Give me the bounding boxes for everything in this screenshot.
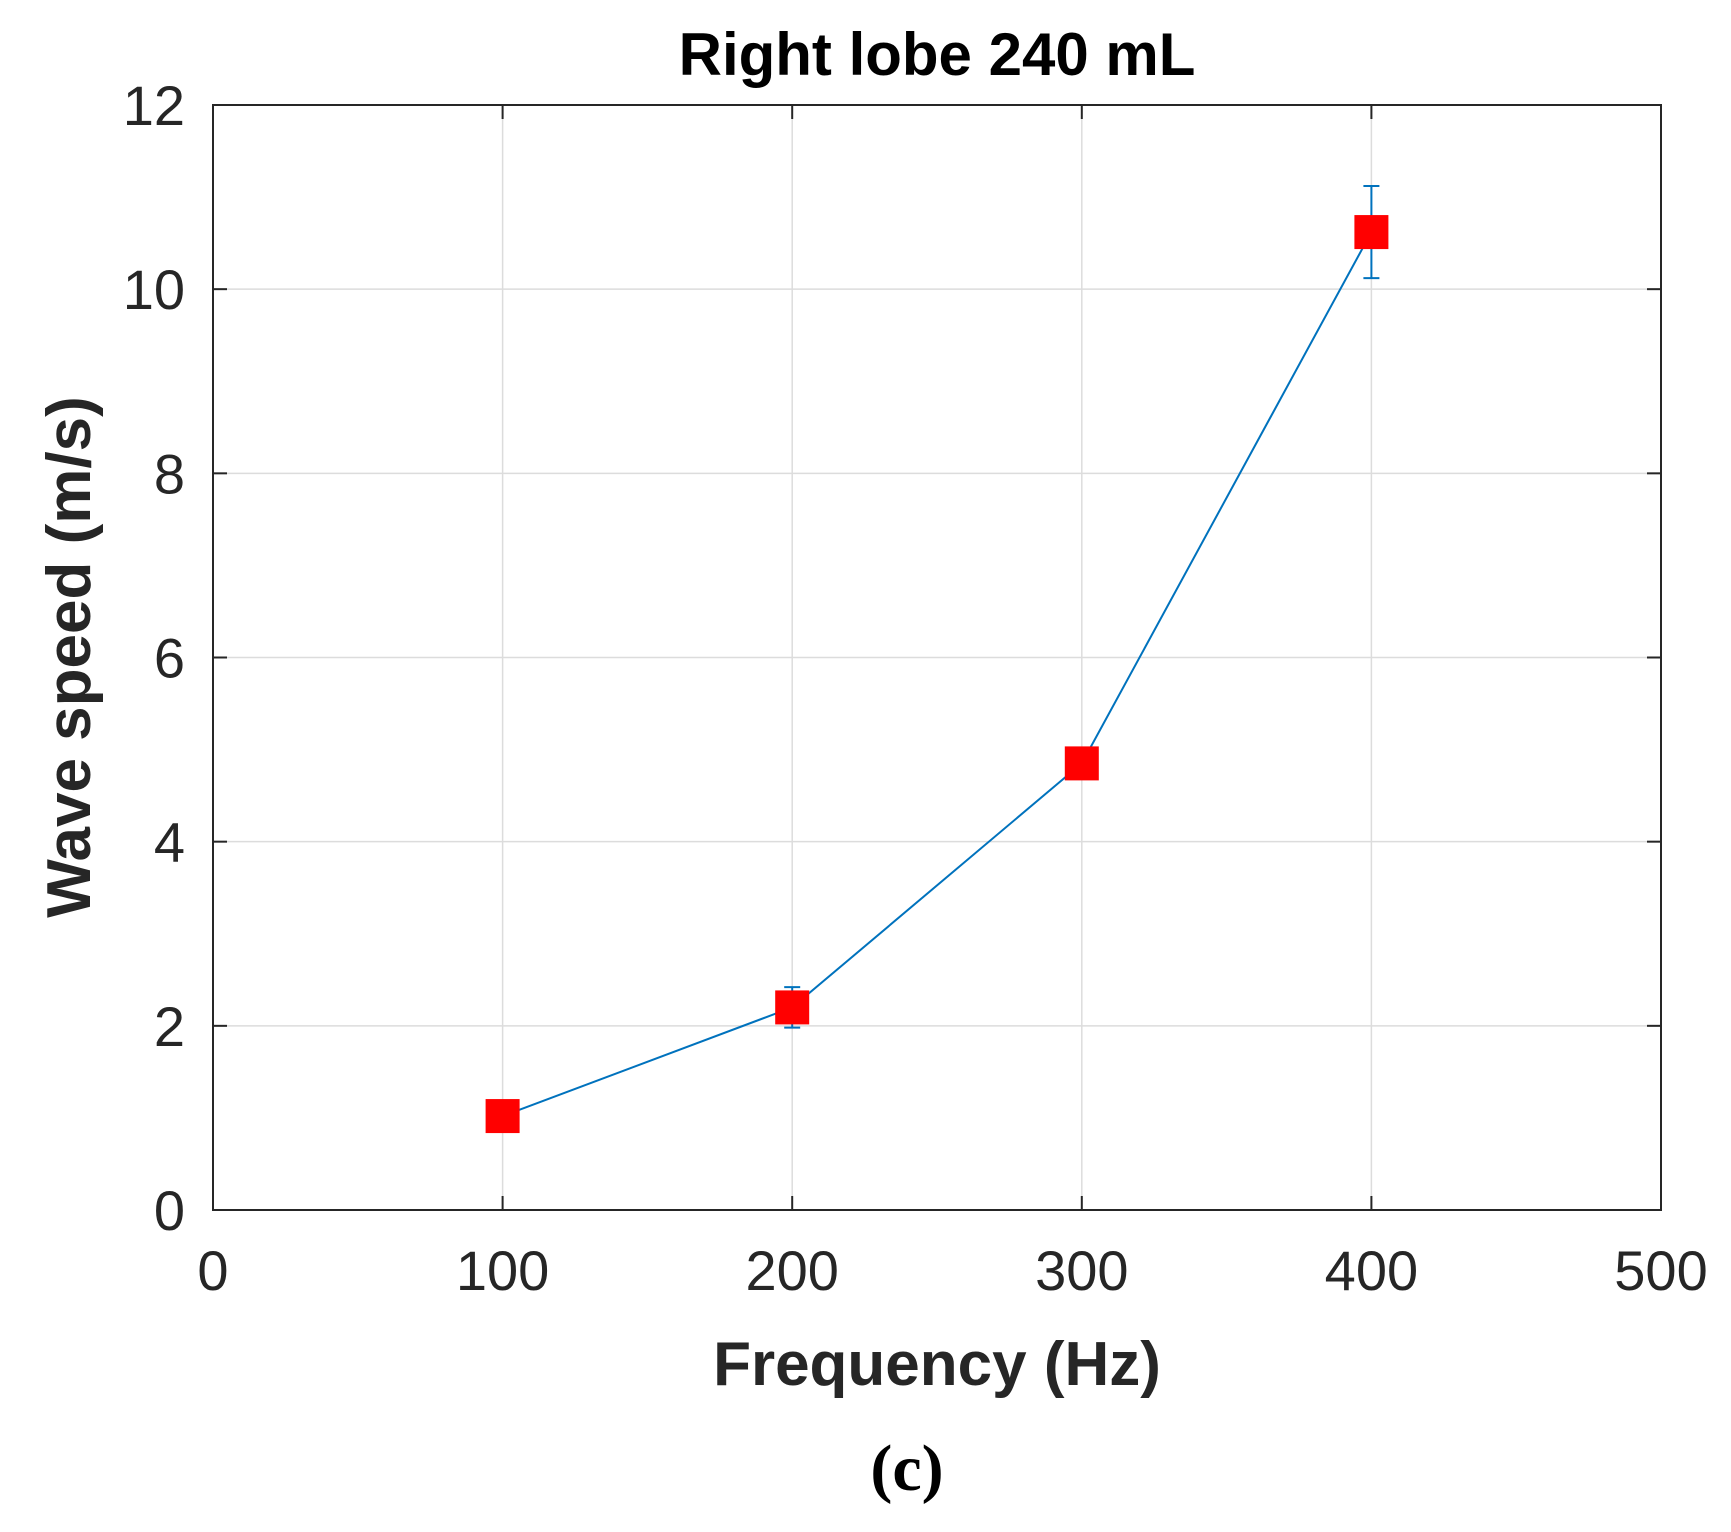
tick-marks: [212, 104, 1662, 1211]
y-tick-labels: 0 2 4 6 8 10 12: [123, 74, 185, 1242]
y-tick-label: 0: [154, 1179, 185, 1242]
data-point: [1064, 746, 1099, 781]
y-tick-label: 12: [123, 74, 185, 137]
x-tick-label: 400: [1325, 1239, 1418, 1302]
x-tick-label: 500: [1614, 1239, 1707, 1302]
series-group: [485, 185, 1389, 1134]
x-tick-label: 0: [197, 1239, 228, 1302]
y-axis-label: Wave speed (m/s): [35, 396, 104, 917]
data-point: [775, 990, 810, 1025]
figure-caption: (c): [870, 1432, 943, 1505]
y-tick-label: 4: [154, 811, 185, 874]
x-tick-label: 300: [1035, 1239, 1128, 1302]
y-tick-label: 2: [154, 995, 185, 1058]
x-tick-labels: 0 100 200 300 400 500: [197, 1239, 1707, 1302]
series-line: [502, 231, 1373, 1118]
y-tick-label: 6: [154, 627, 185, 690]
chart-title: Right lobe 240 mL: [679, 21, 1196, 88]
data-point: [1354, 215, 1389, 250]
data-point: [485, 1099, 520, 1134]
x-tick-label: 200: [745, 1239, 838, 1302]
y-tick-label: 10: [123, 258, 185, 321]
x-tick-label: 100: [456, 1239, 549, 1302]
y-tick-label: 8: [154, 442, 185, 505]
x-axis-label: Frequency (Hz): [713, 1330, 1161, 1399]
